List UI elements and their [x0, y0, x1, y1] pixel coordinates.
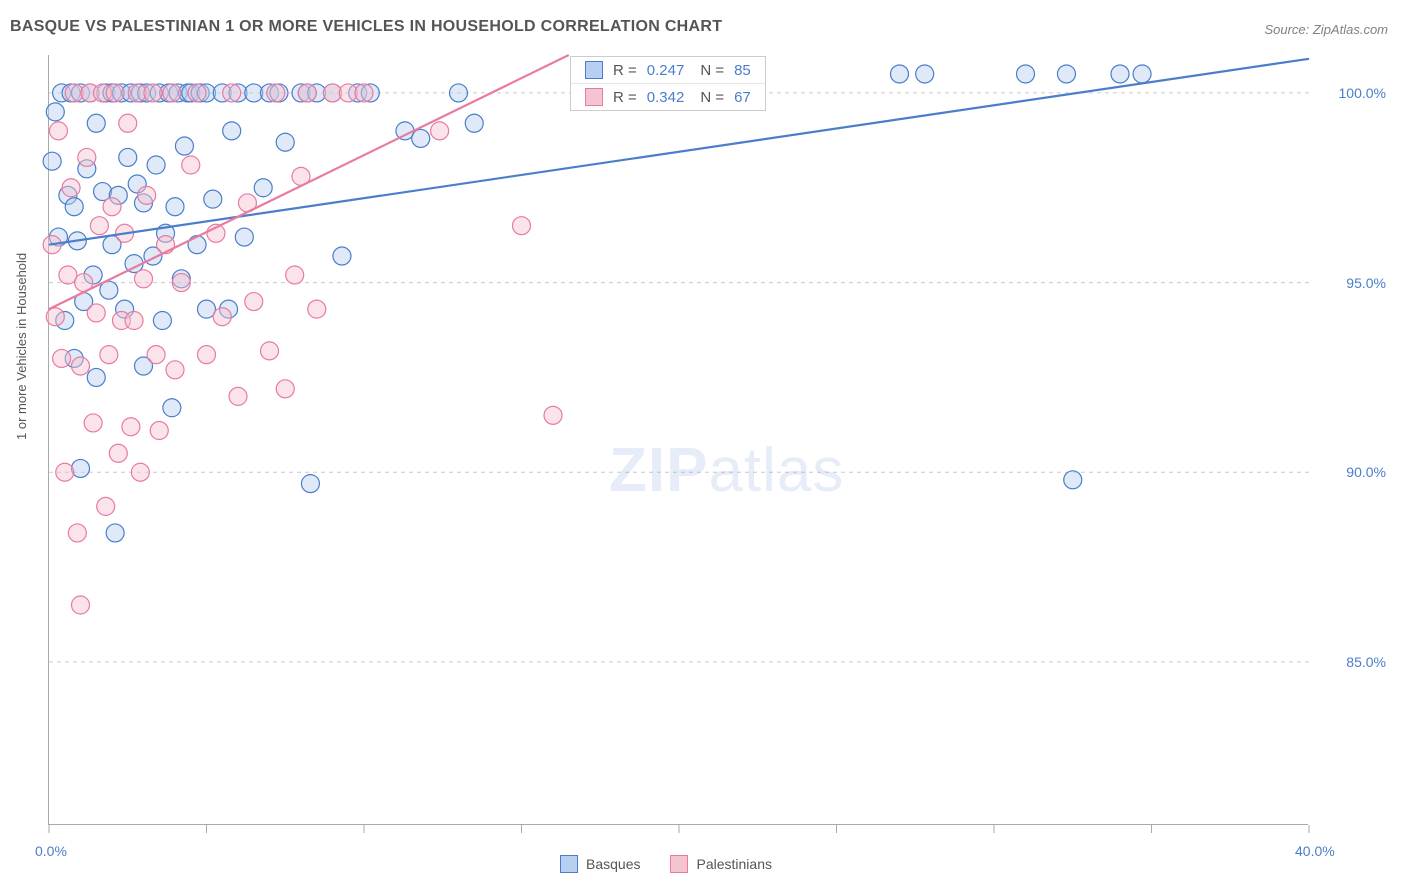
correlation-box: R = 0.247 N = 85 R = 0.342 N = 67	[570, 56, 766, 111]
n-label: N =	[700, 62, 724, 79]
n-value: 67	[734, 89, 751, 106]
legend: Basques Palestinians	[560, 855, 772, 873]
y-tick-label: 85.0%	[1346, 654, 1386, 670]
swatch-icon	[585, 61, 603, 79]
chart-title: BASQUE VS PALESTINIAN 1 OR MORE VEHICLES…	[10, 18, 722, 36]
legend-item-palestinians: Palestinians	[670, 855, 772, 873]
scatter-svg	[49, 55, 1308, 824]
y-axis-label: 1 or more Vehicles in Household	[14, 253, 29, 440]
legend-label: Palestinians	[696, 856, 772, 872]
swatch-icon	[670, 855, 688, 873]
legend-item-basques: Basques	[560, 855, 640, 873]
n-value: 85	[734, 62, 751, 79]
n-label: N =	[700, 89, 724, 106]
swatch-icon	[585, 88, 603, 106]
chart-source: Source: ZipAtlas.com	[1264, 22, 1388, 37]
x-tick-label: 0.0%	[35, 843, 67, 859]
correlation-row-basques: R = 0.247 N = 85	[571, 57, 765, 84]
correlation-row-palestinians: R = 0.342 N = 67	[571, 84, 765, 110]
x-tick-label: 40.0%	[1295, 843, 1335, 859]
r-value: 0.247	[647, 62, 685, 79]
r-value: 0.342	[647, 89, 685, 106]
r-label: R =	[613, 62, 637, 79]
legend-label: Basques	[586, 856, 640, 872]
r-label: R =	[613, 89, 637, 106]
swatch-icon	[560, 855, 578, 873]
y-tick-label: 90.0%	[1346, 464, 1386, 480]
y-tick-label: 100.0%	[1339, 85, 1386, 101]
plot-area: ZIPatlas 85.0%90.0%95.0%100.0%0.0%40.0%	[48, 55, 1308, 825]
y-tick-label: 95.0%	[1346, 275, 1386, 291]
